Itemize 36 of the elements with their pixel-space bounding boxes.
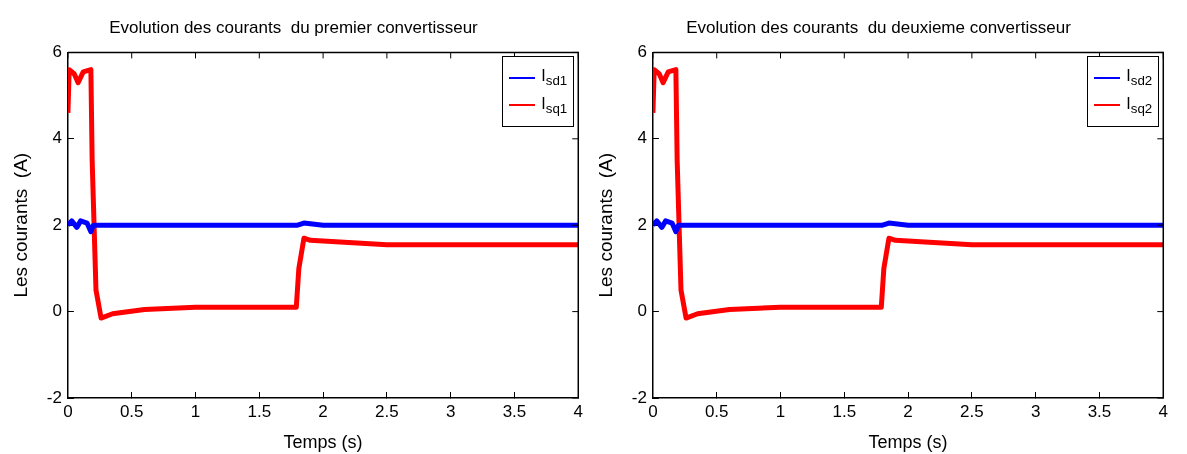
x-tick-label: 4 bbox=[1158, 401, 1169, 421]
x-tick-label: 1 bbox=[190, 401, 201, 421]
y-tick-label: 2 bbox=[637, 214, 647, 234]
x-tick-label: 0.5 bbox=[119, 401, 144, 421]
x-tick-label: 1.5 bbox=[832, 401, 857, 421]
y-tick-label: -2 bbox=[46, 387, 62, 407]
y-tick-label: 0 bbox=[637, 301, 647, 321]
x-tick-label: 4 bbox=[573, 401, 584, 421]
x-tick-label: 3.5 bbox=[502, 401, 527, 421]
y-tick-label: 4 bbox=[52, 128, 62, 148]
x-tick-label: 2.5 bbox=[375, 401, 399, 421]
y-tick-label: 0 bbox=[52, 301, 62, 321]
y-tick-label: 6 bbox=[637, 42, 647, 62]
legend-label: I$_{sq2}$ bbox=[1126, 94, 1153, 116]
y-axis-title: Les courants (A) bbox=[594, 152, 616, 298]
y-tick-label: 6 bbox=[52, 42, 62, 62]
x-tick-label: 2 bbox=[903, 401, 913, 421]
y-tick-label: 2 bbox=[52, 214, 62, 234]
chart-title: Evolution des courants du premier convertisseur bbox=[109, 17, 479, 37]
x-tick-label: 3 bbox=[1030, 401, 1041, 421]
x-tick-label: 1 bbox=[775, 401, 786, 421]
y-tick-label: -2 bbox=[631, 387, 647, 407]
x-tick-label: 1.5 bbox=[247, 401, 272, 421]
x-tick-label: 3 bbox=[445, 401, 456, 421]
x-tick-label: 2.5 bbox=[960, 401, 984, 421]
legend-label: I$_{sd2}$ bbox=[1126, 67, 1153, 89]
y-axis-title: Les courants (A) bbox=[9, 152, 31, 298]
x-tick-label: 2 bbox=[318, 401, 328, 421]
y-tick-label: 4 bbox=[637, 128, 647, 148]
x-tick-label: 0.5 bbox=[704, 401, 729, 421]
x-axis-title: Temps (s) bbox=[283, 432, 363, 453]
x-axis-title: Temps (s) bbox=[868, 432, 948, 453]
legend-label: I$_{sq1}$ bbox=[541, 94, 568, 116]
chart-title: Evolution des courants du deuxieme convertisseur bbox=[686, 17, 1072, 37]
x-tick-label: 3.5 bbox=[1087, 401, 1112, 421]
legend-label: I$_{sd1}$ bbox=[541, 67, 568, 89]
